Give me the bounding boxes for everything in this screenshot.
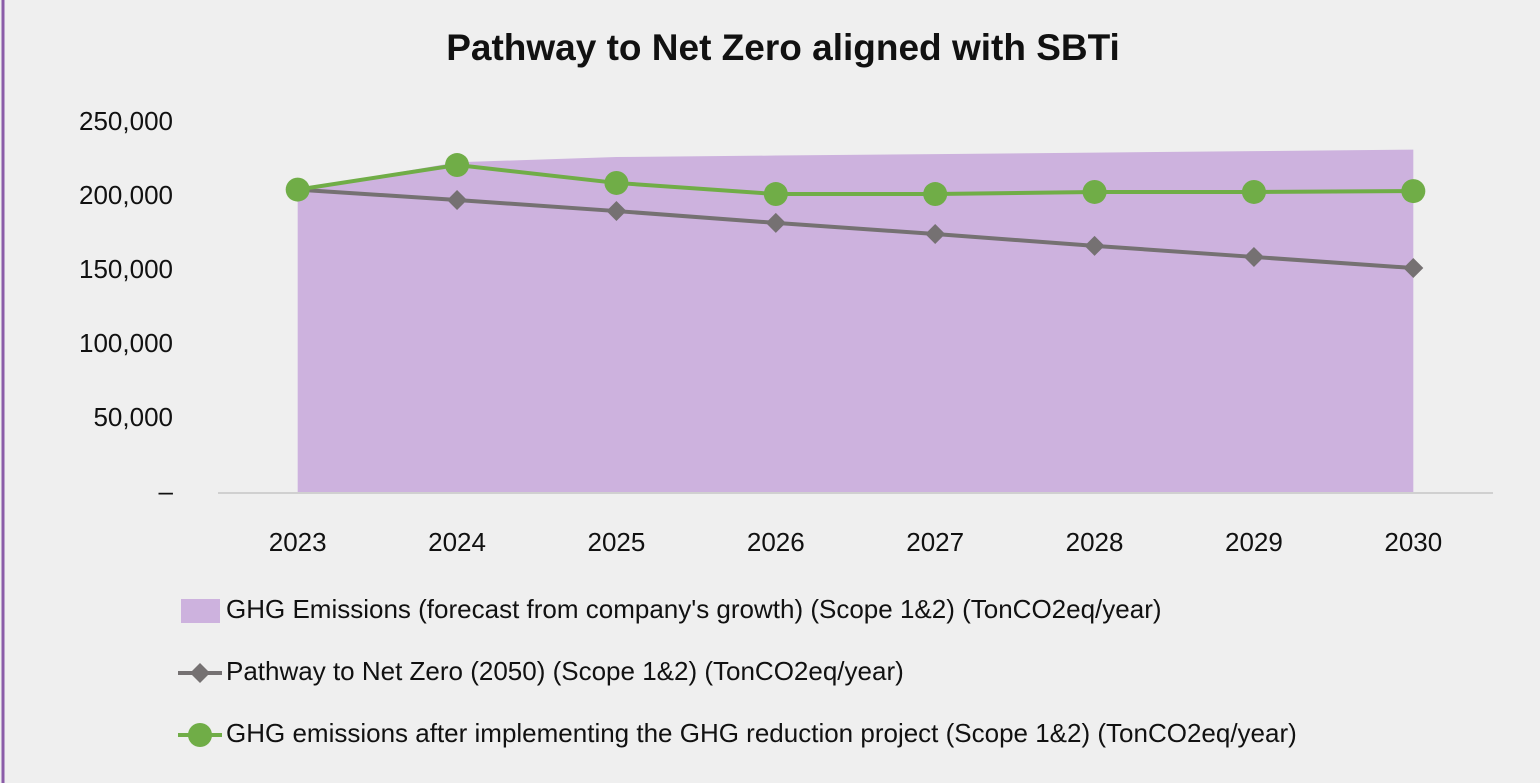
point: [447, 189, 468, 210]
point: [1401, 179, 1426, 204]
point: [604, 170, 629, 195]
legend-marker: [188, 723, 212, 747]
point: [1403, 258, 1424, 279]
line: [297, 187, 1414, 271]
x-tick-label: 2027: [906, 527, 964, 557]
point: [1084, 235, 1105, 256]
point: [445, 153, 470, 178]
y-tick-label: 150,000: [79, 254, 173, 284]
y-tick-label: 50,000: [93, 402, 173, 432]
line: [297, 163, 1414, 197]
point: [763, 182, 788, 207]
x-tick-label: 2030: [1384, 527, 1442, 557]
point: [1243, 246, 1264, 267]
point: [1241, 179, 1266, 204]
area: [297, 149, 1414, 493]
x-tick-label: 2028: [1066, 527, 1124, 557]
legend-marker: [190, 663, 210, 683]
point: [1082, 179, 1107, 204]
x-tick-label: 2026: [747, 527, 805, 557]
point: [925, 224, 946, 244]
legend-swatch: [181, 599, 220, 623]
y-tick-label: 200,000: [79, 180, 173, 210]
point: [923, 182, 948, 207]
x-tick-label: 2029: [1225, 527, 1283, 557]
point: [765, 212, 786, 233]
point: [285, 177, 310, 202]
x-tick-label: 2025: [588, 527, 646, 557]
y-tick-label: 250,000: [79, 106, 173, 136]
legend-label: GHG Emissions (forecast from company's g…: [226, 594, 1162, 624]
x-tick-label: 2024: [428, 527, 486, 557]
chart-title: Pathway to Net Zero aligned with SBTi: [446, 27, 1120, 68]
y-tick-label: 100,000: [79, 328, 173, 358]
legend-label: Pathway to Net Zero (2050) (Scope 1&2) (…: [226, 656, 904, 686]
legend-label: GHG emissions after implementing the GHG…: [226, 718, 1297, 748]
x-tick-label: 2023: [269, 527, 327, 557]
y-tick-label: –: [159, 476, 174, 506]
point: [606, 201, 627, 222]
